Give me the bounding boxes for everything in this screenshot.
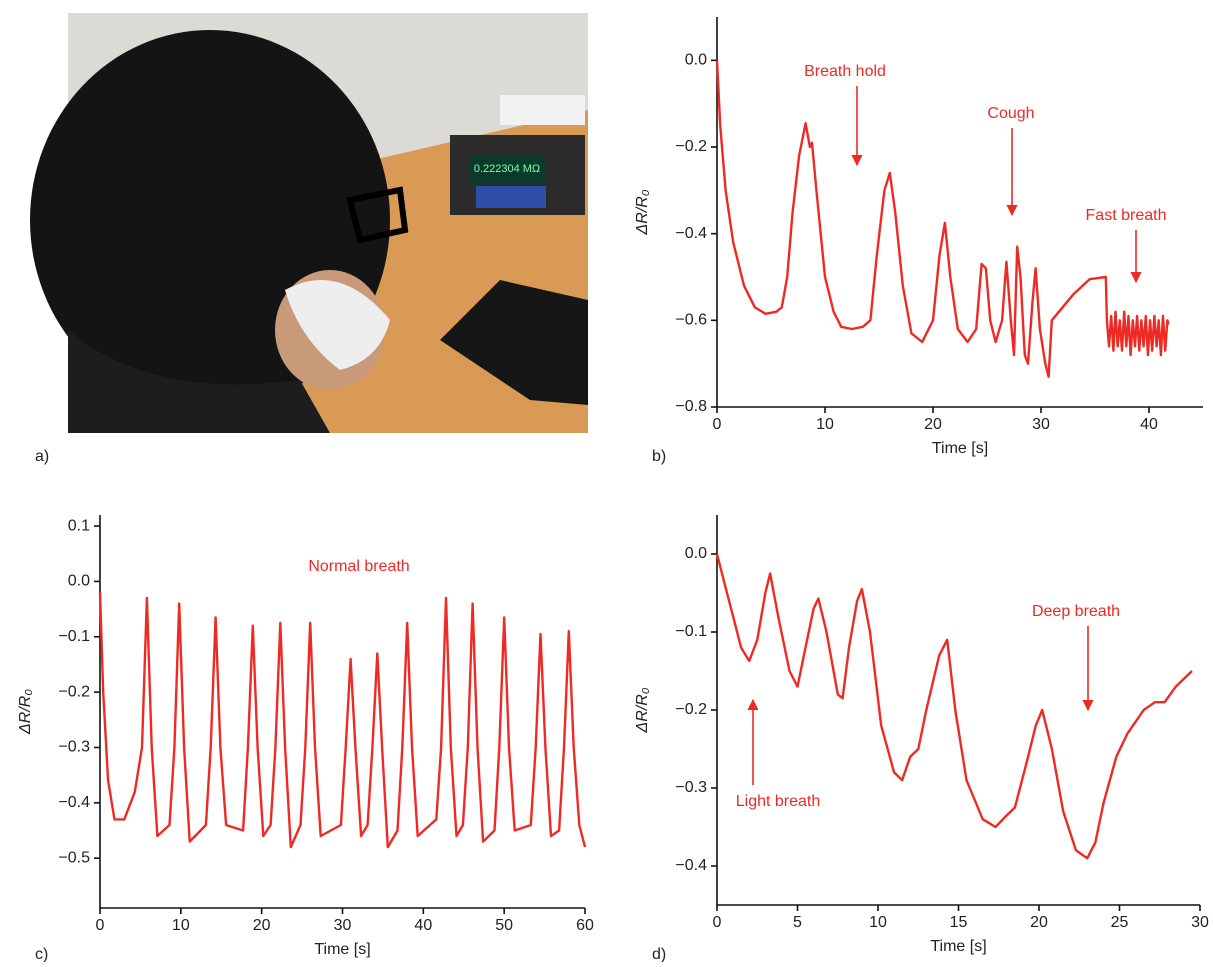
display-reading: 0.222304 MΩ bbox=[474, 163, 540, 175]
y-tick-label: −0.2 bbox=[675, 701, 707, 718]
y-axis-title: ΔR/R₀ bbox=[17, 689, 34, 735]
x-tick-label: 60 bbox=[576, 917, 594, 934]
data-line bbox=[715, 553, 1193, 860]
x-tick-label: 10 bbox=[172, 917, 190, 934]
chart-panel: 0 10 20 30 40 50 60 0.1 0.0 −0.1 −0.2 −0.3 −0.4 −0.5 T… bbox=[17, 515, 594, 963]
x-tick-label: 10 bbox=[816, 416, 834, 433]
x-tick-label: 30 bbox=[1032, 416, 1050, 433]
x-tick-label: 0 bbox=[713, 914, 722, 931]
x-tick-label: 40 bbox=[1140, 416, 1158, 433]
x-tick-label: 30 bbox=[334, 917, 352, 934]
y-tick-label: −0.2 bbox=[675, 138, 707, 155]
chart-panel: 0 10 20 30 40 0.0 −0.2 −0.4 −0.6 −0.8 Time [s] ΔR/R… bbox=[634, 17, 1203, 465]
annotation: Cough bbox=[987, 105, 1034, 122]
y-tick-label: −0.4 bbox=[675, 857, 707, 874]
x-tick-label: 25 bbox=[1111, 914, 1129, 931]
y-tick-label: −0.2 bbox=[58, 683, 90, 700]
panel-label: d) bbox=[652, 946, 666, 962]
y-tick-label: −0.3 bbox=[58, 739, 90, 756]
x-axis-title: Time [s] bbox=[314, 941, 370, 958]
y-tick-label: −0.8 bbox=[675, 398, 707, 415]
x-tick-label: 20 bbox=[924, 416, 942, 433]
y-tick-label: −0.1 bbox=[675, 623, 707, 640]
y-tick-label: −0.1 bbox=[58, 628, 90, 645]
y-tick-label: 0.0 bbox=[685, 545, 707, 562]
x-tick-label: 50 bbox=[495, 917, 513, 934]
x-tick-label: 0 bbox=[96, 917, 105, 934]
panel-label: b) bbox=[652, 448, 666, 465]
x-tick-label: 40 bbox=[414, 917, 432, 934]
x-tick-label: 5 bbox=[793, 914, 802, 931]
annotation: Light breath bbox=[736, 793, 821, 810]
data-line bbox=[98, 592, 587, 849]
y-tick-label: −0.6 bbox=[675, 312, 707, 329]
photo: 0.222304 MΩ a) bbox=[30, 13, 588, 465]
annotation: Breath hold bbox=[804, 63, 886, 80]
chart-panel: 0 5 10 15 20 25 30 0.0 −0.1 −0.2 −0.3 −0.4 Time [s] Δ… bbox=[634, 515, 1209, 963]
x-tick-label: 10 bbox=[869, 914, 887, 931]
y-axis-title: ΔR/R₀ bbox=[634, 189, 651, 235]
annotation: Normal breath bbox=[308, 558, 409, 575]
annotation: Deep breath bbox=[1032, 603, 1120, 620]
panel-label: a) bbox=[35, 448, 49, 465]
x-tick-label: 20 bbox=[253, 917, 271, 934]
x-tick-label: 30 bbox=[1191, 914, 1209, 931]
y-tick-label: 0.1 bbox=[68, 517, 90, 534]
y-tick-label: −0.3 bbox=[675, 779, 707, 796]
y-tick-label: −0.4 bbox=[58, 794, 90, 811]
y-axis-title: ΔR/R₀ bbox=[634, 687, 651, 733]
y-tick-label: 0.0 bbox=[685, 52, 707, 69]
x-tick-label: 15 bbox=[950, 914, 968, 931]
y-tick-label: −0.5 bbox=[58, 849, 90, 866]
x-axis-title: Time [s] bbox=[932, 440, 988, 457]
x-axis-title: Time [s] bbox=[930, 938, 986, 955]
data-line bbox=[715, 60, 1170, 378]
x-tick-label: 0 bbox=[713, 416, 722, 433]
annotation: Fast breath bbox=[1086, 207, 1167, 224]
y-tick-label: 0.0 bbox=[68, 573, 90, 590]
y-tick-label: −0.4 bbox=[675, 225, 707, 242]
panel-label: c) bbox=[35, 946, 48, 962]
x-tick-label: 20 bbox=[1030, 914, 1048, 931]
